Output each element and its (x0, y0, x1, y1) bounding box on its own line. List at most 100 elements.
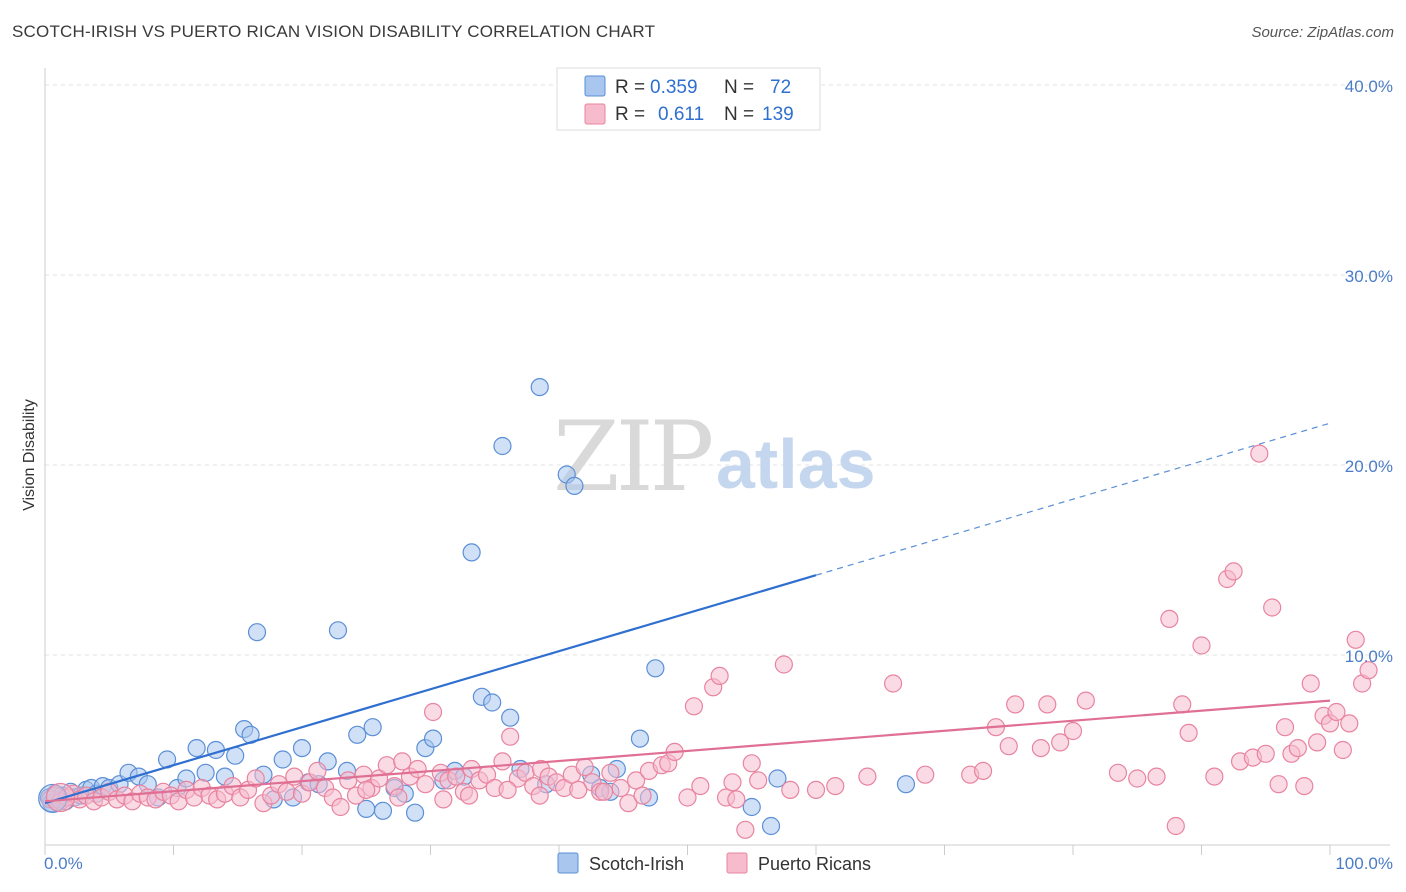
puerto-ricans-point-91 (774, 655, 793, 674)
legend-r-value-1: 0.611 (658, 104, 704, 125)
scotch-irish-point-55 (493, 436, 512, 456)
puerto-ricans-point-75 (619, 794, 638, 813)
puerto-ricans-point-74 (611, 778, 630, 798)
puerto-ricans-point-96 (916, 765, 935, 784)
scotch-irish-point-43 (373, 801, 393, 820)
scotch-irish-point-74 (896, 775, 916, 794)
scotch-irish-point-68 (646, 659, 665, 678)
bottom-legend-swatch-puerto-ricans (726, 852, 748, 874)
puerto-ricans-point-121 (1256, 744, 1275, 763)
source-label: Source: ZipAtlas.com (1251, 24, 1394, 41)
y-tick-label-3: 40.0% (1345, 77, 1393, 96)
puerto-ricans-point-106 (1076, 691, 1095, 710)
x-tick-label-0: 0.0% (44, 854, 83, 873)
puerto-ricans-point-50 (416, 775, 435, 794)
bottom-legend: Scotch-Irish Puerto Ricans (557, 852, 871, 874)
puerto-ricans-point-76 (626, 771, 646, 790)
scotch-irish-point-73 (768, 769, 787, 788)
puerto-ricans-point-107 (1108, 763, 1128, 782)
puerto-ricans-point-88 (736, 820, 755, 839)
y-tick-labels: 10.0% 20.0% 30.0% 40.0% (1345, 77, 1393, 666)
watermark-atlas: atlas (716, 425, 876, 503)
puerto-ricans-point-51 (423, 702, 443, 722)
scotch-irish-point-34 (292, 738, 312, 758)
puerto-ricans-point-145 (594, 782, 614, 801)
puerto-ricans-point-95 (883, 674, 903, 693)
puerto-ricans-point-112 (1173, 695, 1192, 714)
legend-n-label-0: N = (724, 77, 754, 98)
bottom-legend-label-scotch-irish: Scotch-Irish (589, 854, 684, 874)
x-tick-labels: 0.0% 100.0% (44, 854, 1393, 873)
scotch-irish-point-52 (462, 543, 481, 562)
scotch-irish-point-48 (423, 729, 443, 748)
puerto-ricans-point-82 (684, 697, 704, 716)
scotch-irish-point-38 (328, 621, 348, 640)
puerto-ricans-point-142 (498, 780, 517, 800)
legend-r-label-0: R = (615, 77, 645, 98)
puerto-ricans-point-108 (1128, 769, 1147, 788)
puerto-ricans-point-141 (459, 786, 479, 805)
puerto-ricans-point-93 (826, 776, 845, 796)
puerto-ricans-point-40 (339, 771, 358, 790)
axes (44, 68, 1331, 855)
scotch-irish-point-61 (565, 476, 584, 495)
trend-line-scotch-irish-extension (815, 422, 1331, 576)
legend-swatch-puerto-ricans (584, 103, 606, 125)
puerto-ricans-point-103 (1038, 695, 1057, 714)
puerto-ricans-point-133 (1333, 740, 1352, 760)
puerto-ricans-point-54 (447, 767, 466, 786)
legend-r-value-0: 0.359 (650, 77, 698, 98)
bottom-legend-label-puerto-ricans: Puerto Ricans (758, 854, 871, 874)
scotch-irish-point-29 (247, 623, 267, 642)
puerto-ricans-point-39 (331, 797, 350, 817)
y-tick-label-1: 20.0% (1345, 457, 1393, 476)
scotch-irish-point-22 (187, 738, 206, 758)
trend-line-scotch-irish (44, 574, 817, 805)
puerto-ricans-point-36 (308, 761, 327, 781)
puerto-ricans-point-110 (1160, 609, 1179, 629)
scotch-irish-point-40 (348, 725, 367, 744)
puerto-ricans-point-32 (277, 782, 296, 801)
y-tick-label-0: 10.0% (1345, 647, 1393, 666)
puerto-ricans-point-114 (1192, 636, 1211, 655)
legend-n-value-1: 139 (762, 104, 794, 125)
puerto-ricans-point-146 (633, 786, 652, 805)
scotch-irish-point-56 (501, 708, 520, 727)
puerto-ricans-point-113 (1179, 723, 1198, 743)
puerto-ricans-point-81 (678, 788, 697, 807)
puerto-ricans-point-115 (1205, 767, 1224, 786)
puerto-ricans-point-132 (1327, 702, 1346, 722)
puerto-ricans-point-143 (530, 786, 549, 805)
bottom-legend-swatch-scotch-irish (557, 852, 579, 874)
puerto-ricans-point-70 (575, 757, 594, 777)
puerto-ricans-point-49 (408, 759, 427, 779)
puerto-ricans-point-123 (1269, 775, 1288, 794)
puerto-ricans-point-92 (781, 780, 800, 800)
legend-n-label-1: N = (724, 104, 754, 125)
legend-box: R = 0.359 N = 72 R = 0.611 N = 139 (556, 67, 821, 131)
puerto-ricans-point-117 (1224, 562, 1243, 581)
legend-n-value-0: 72 (770, 77, 791, 98)
puerto-ricans-point-89 (742, 754, 761, 773)
puerto-ricans-point-124 (1275, 718, 1295, 737)
puerto-ricans-point-129 (1308, 733, 1327, 752)
puerto-ricans-point-101 (1006, 695, 1025, 714)
x-tick-label-1: 100.0% (1335, 854, 1393, 873)
legend-swatch-scotch-irish (584, 75, 606, 97)
puerto-ricans-point-100 (999, 737, 1018, 756)
scotch-irish-point-66 (630, 729, 650, 748)
puerto-ricans-point-138 (357, 780, 376, 800)
scotch-irish-point-32 (273, 750, 292, 769)
puerto-ricans-point-126 (1288, 738, 1307, 758)
puerto-ricans-point-120 (1250, 444, 1269, 463)
puerto-ricans-point-137 (1359, 661, 1378, 680)
puerto-ricans-point-127 (1295, 776, 1314, 796)
legend-r-label-1: R = (615, 104, 645, 125)
puerto-ricans-point-83 (691, 776, 710, 796)
puerto-ricans-point-85 (710, 666, 729, 686)
puerto-ricans-point-104 (1051, 733, 1070, 752)
puerto-ricans-point-109 (1147, 767, 1166, 786)
puerto-ricans-point-87 (723, 773, 742, 792)
puerto-ricans-point-140 (434, 790, 453, 809)
puerto-ricans-point-94 (858, 767, 877, 786)
